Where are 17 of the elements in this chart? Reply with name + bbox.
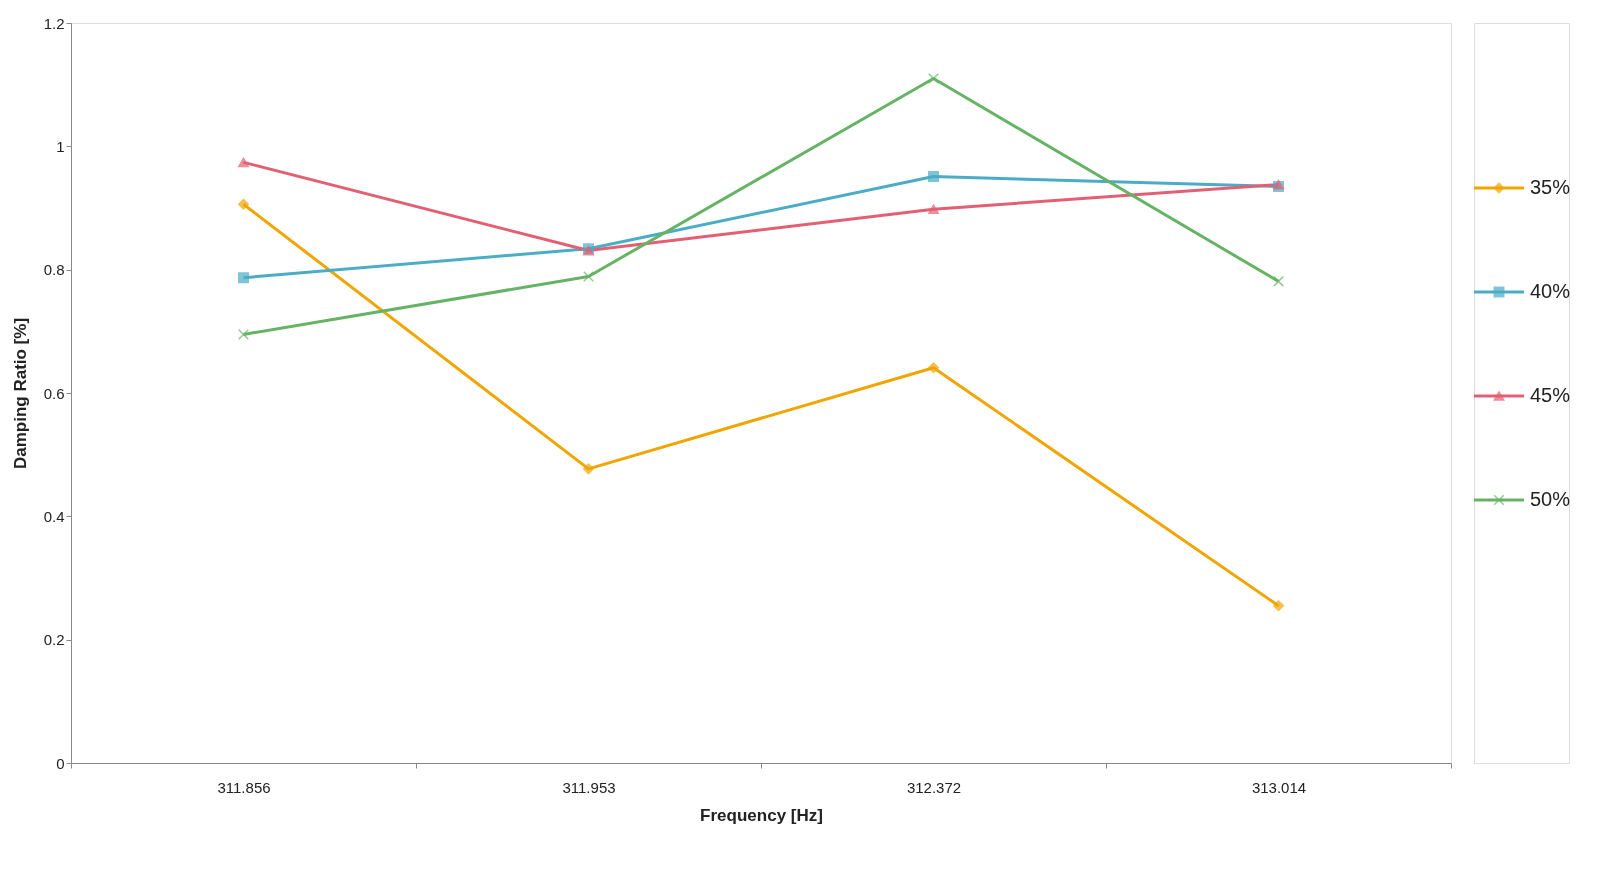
x-axis-title: Frequency [Hz] (700, 805, 823, 825)
legend-label: 40% (1530, 280, 1571, 302)
x-tick-label: 312.372 (906, 778, 962, 796)
y-tick-label: 0.2 (43, 631, 65, 649)
x-tick-label: 313.014 (1251, 778, 1307, 796)
y-tick-label: 0.6 (43, 384, 65, 402)
x-tick-label: 311.953 (562, 778, 616, 796)
y-tick-label: 1 (56, 137, 65, 155)
y-tick-label: 1.2 (43, 14, 65, 32)
y-tick-label: 0.4 (43, 507, 65, 525)
legend-label: 35% (1530, 176, 1571, 198)
legend-label: 45% (1530, 384, 1571, 406)
y-tick-label: 0 (56, 754, 65, 772)
x-tick-label: 311.856 (217, 778, 271, 796)
y-tick-label: 0.8 (43, 261, 65, 279)
y-axis-title: Damping Ratio [%] (10, 317, 30, 470)
legend-label: 50% (1530, 488, 1571, 510)
